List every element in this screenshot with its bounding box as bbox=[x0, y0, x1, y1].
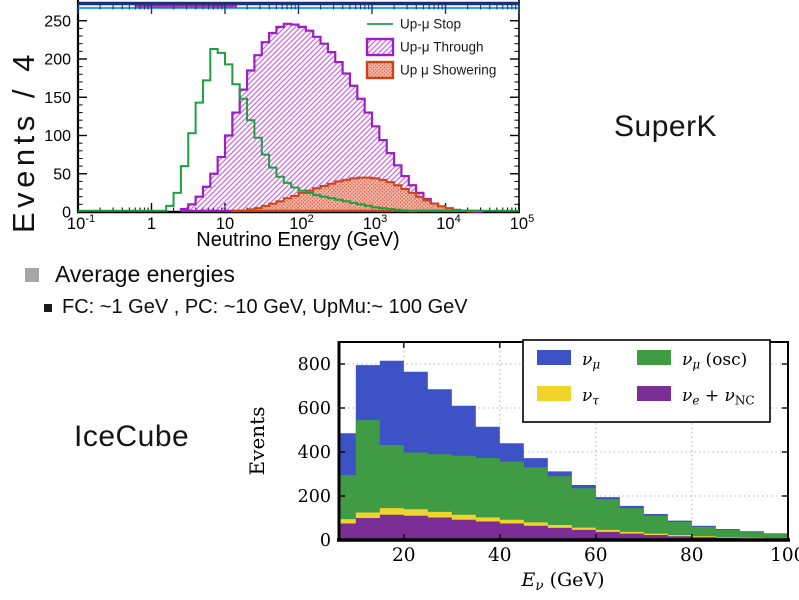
icecube-caption: IceCube bbox=[74, 420, 190, 453]
svg-text:80: 80 bbox=[680, 545, 704, 566]
legend-label: νμ bbox=[582, 350, 600, 372]
svg-text:600: 600 bbox=[298, 399, 331, 419]
legend-label: νe + νNC bbox=[682, 386, 755, 408]
upmu-stop-histogram bbox=[78, 48, 519, 213]
superk-yaxis-title: Events / 4 bbox=[6, 50, 41, 233]
svg-text:0: 0 bbox=[320, 531, 331, 551]
superk-top-frame bbox=[77, 1, 520, 14]
icecube-series bbox=[339, 360, 788, 540]
svg-text:10: 10 bbox=[216, 215, 234, 233]
icecube-xaxis-title: Eν (GeV) bbox=[520, 569, 604, 594]
stack-layer-nu_e_nc bbox=[339, 514, 788, 540]
legend-label: ντ bbox=[582, 386, 599, 408]
legend-swatch bbox=[637, 350, 671, 365]
svg-text:100: 100 bbox=[44, 128, 71, 145]
svg-text:1: 1 bbox=[147, 215, 156, 233]
svg-text:100: 100 bbox=[770, 545, 799, 566]
svg-text:0: 0 bbox=[62, 205, 71, 222]
svg-text:200: 200 bbox=[298, 487, 331, 507]
legend-swatch bbox=[537, 386, 571, 401]
superk-series bbox=[78, 22, 519, 213]
superk-histogram-plot: 0 50 100 150 200 250 10-1 1 10 102 103 104 105 Neutri… bbox=[6, 0, 534, 251]
bullet-square-icon bbox=[25, 268, 39, 282]
legend-label: Up μ Showering bbox=[400, 63, 496, 78]
svg-text:105: 105 bbox=[510, 213, 534, 233]
average-energies-detail: FC: ~1 GeV , PC: ~10 GeV, UpMu:~ 100 GeV bbox=[62, 296, 468, 318]
legend-swatch bbox=[365, 37, 395, 57]
legend-swatch bbox=[365, 60, 395, 80]
icecube-yaxis-title: Events bbox=[245, 407, 269, 476]
svg-text:800: 800 bbox=[298, 355, 331, 375]
legend-swatch bbox=[637, 386, 671, 401]
svg-text:104: 104 bbox=[436, 213, 460, 233]
svg-text:60: 60 bbox=[584, 545, 608, 566]
svg-text:250: 250 bbox=[44, 13, 71, 30]
superk-xaxis-title: Neutrino Energy (GeV) bbox=[196, 229, 399, 251]
superk-caption: SuperK bbox=[614, 110, 718, 143]
superk-legend: Up-μ Stop Up-μ Through Up μ Showering bbox=[365, 17, 496, 80]
average-energies-row: Average energies bbox=[25, 261, 765, 288]
svg-text:50: 50 bbox=[53, 166, 71, 183]
icecube-histogram-plot: 0 200 400 600 800 20 40 60 80 100 Eν (GeV) Events νμ… bbox=[245, 339, 799, 594]
sub-bullet-square-icon bbox=[44, 304, 52, 312]
icecube-legend: νμ νμ (osc) ντ νe + νNC bbox=[522, 339, 771, 423]
upmu-showering-histogram bbox=[231, 176, 476, 213]
average-energies-subrow: FC: ~1 GeV , PC: ~10 GeV, UpMu:~ 100 GeV bbox=[44, 296, 784, 319]
svg-text:10-1: 10-1 bbox=[67, 213, 95, 233]
icecube-axis-labels: 0 200 400 600 800 20 40 60 80 100 Eν (GeV) Events bbox=[245, 355, 799, 594]
stack-layer-nu_mu_osc bbox=[339, 420, 788, 540]
svg-text:103: 103 bbox=[363, 213, 387, 233]
svg-text:20: 20 bbox=[392, 545, 416, 566]
svg-text:40: 40 bbox=[488, 545, 512, 566]
svg-text:400: 400 bbox=[298, 443, 331, 463]
svg-text:102: 102 bbox=[289, 213, 313, 233]
legend-swatch bbox=[537, 350, 571, 365]
svg-text:150: 150 bbox=[44, 90, 71, 107]
legend-label: Up-μ Stop bbox=[400, 17, 461, 32]
legend-label: Up-μ Through bbox=[400, 40, 484, 55]
svg-text:200: 200 bbox=[44, 52, 71, 69]
average-energies-title: Average energies bbox=[55, 261, 235, 287]
superk-axis-labels: 0 50 100 150 200 250 10-1 1 10 102 103 104 105 Neutri… bbox=[6, 13, 534, 251]
legend-label: νμ (osc) bbox=[682, 350, 747, 372]
